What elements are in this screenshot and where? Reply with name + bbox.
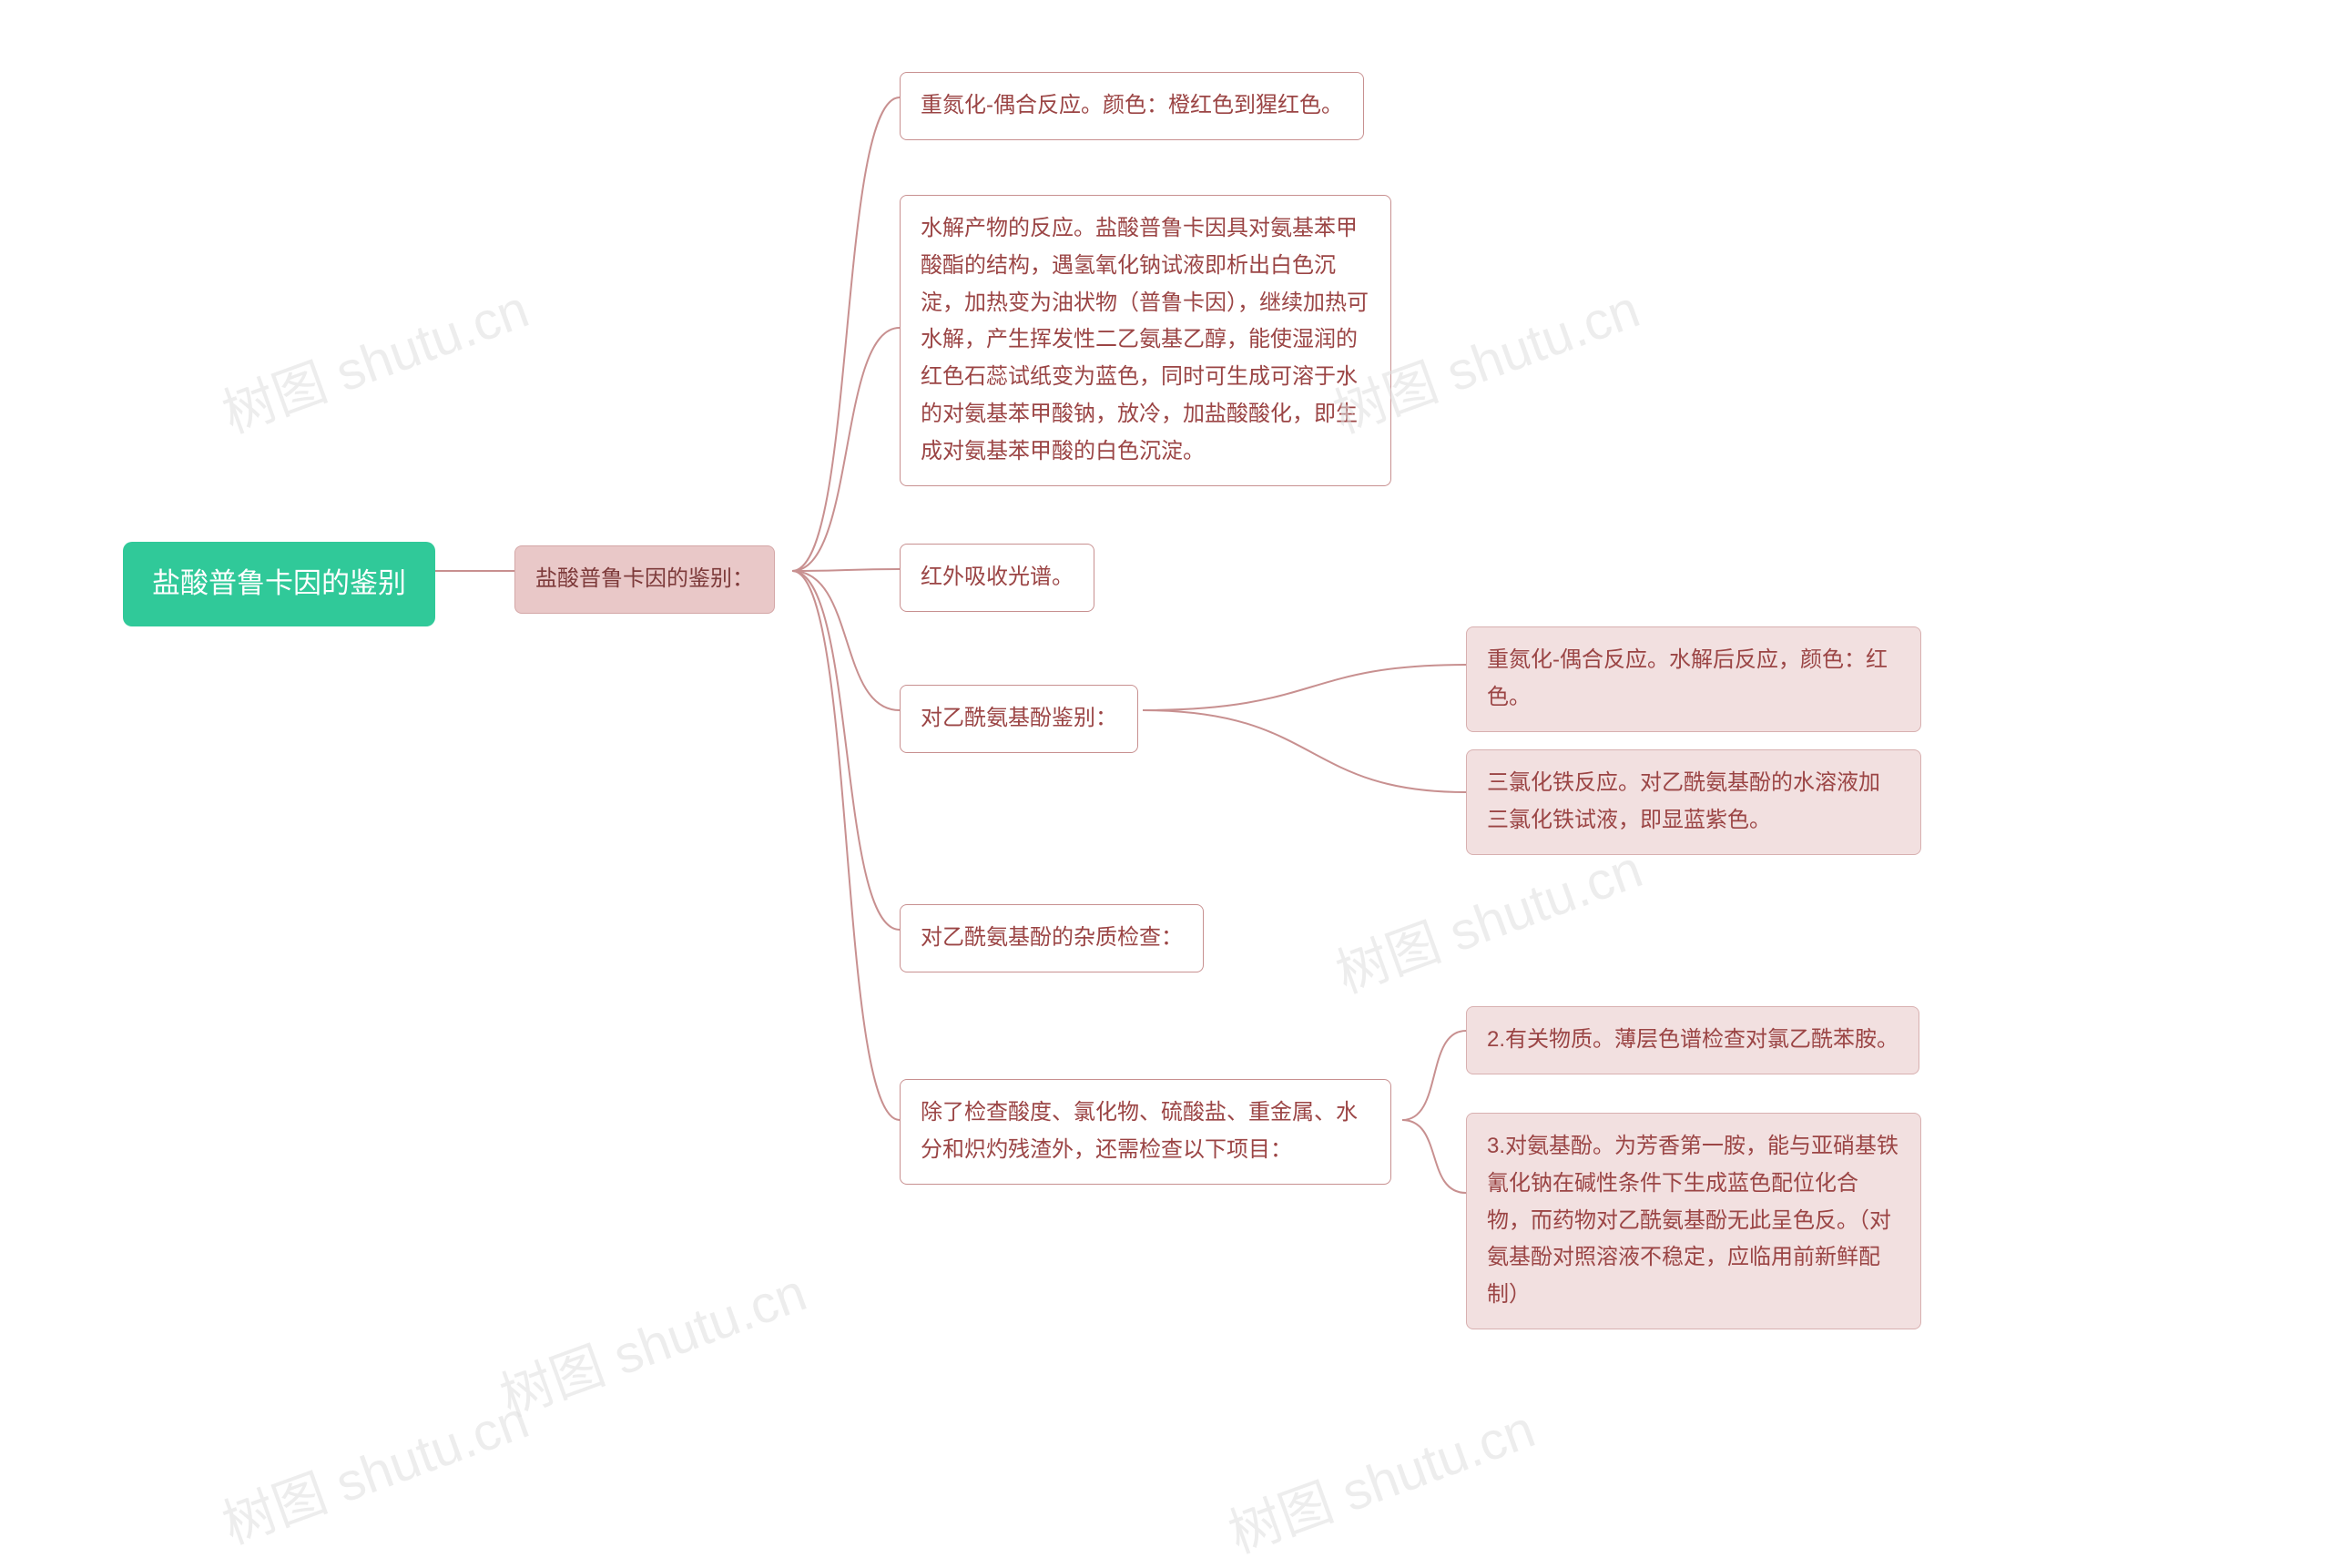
node-level2[interactable]: 盐酸普鲁卡因的鉴别： (514, 545, 775, 614)
node-level3[interactable]: 红外吸收光谱。 (900, 544, 1094, 612)
watermark: 树图 shutu.cn (210, 1377, 537, 1558)
node-level3[interactable]: 对乙酰氨基酚的杂质检查： (900, 904, 1204, 972)
node-level3[interactable]: 对乙酰氨基酚鉴别： (900, 685, 1138, 753)
node-level4[interactable]: 三氯化铁反应。对乙酰氨基酚的水溶液加三氯化铁试液，即显蓝紫色。 (1466, 749, 1921, 855)
mindmap-canvas: 树图 shutu.cn 树图 shutu.cn 树图 shutu.cn 树图 s… (0, 0, 2331, 1493)
root-node[interactable]: 盐酸普鲁卡因的鉴别 (123, 542, 435, 626)
watermark: 树图 shutu.cn (210, 266, 537, 447)
watermark: 树图 shutu.cn (488, 1249, 815, 1431)
node-level4[interactable]: 2.有关物质。薄层色谱检查对氯乙酰苯胺。 (1466, 1006, 1919, 1074)
node-level3[interactable]: 水解产物的反应。盐酸普鲁卡因具对氨基苯甲酸酯的结构，遇氢氧化钠试液即析出白色沉淀… (900, 195, 1391, 486)
node-level4[interactable]: 3.对氨基酚。为芳香第一胺，能与亚硝基铁氰化钠在碱性条件下生成蓝色配位化合物，而… (1466, 1113, 1921, 1329)
node-level4[interactable]: 重氮化-偶合反应。水解后反应，颜色：红色。 (1466, 626, 1921, 732)
node-level3[interactable]: 除了检查酸度、氯化物、硫酸盐、重金属、水分和炽灼残渣外，还需检查以下项目： (900, 1079, 1391, 1185)
watermark: 树图 shutu.cn (1216, 1386, 1543, 1567)
node-level3[interactable]: 重氮化-偶合反应。颜色：橙红色到猩红色。 (900, 72, 1364, 140)
